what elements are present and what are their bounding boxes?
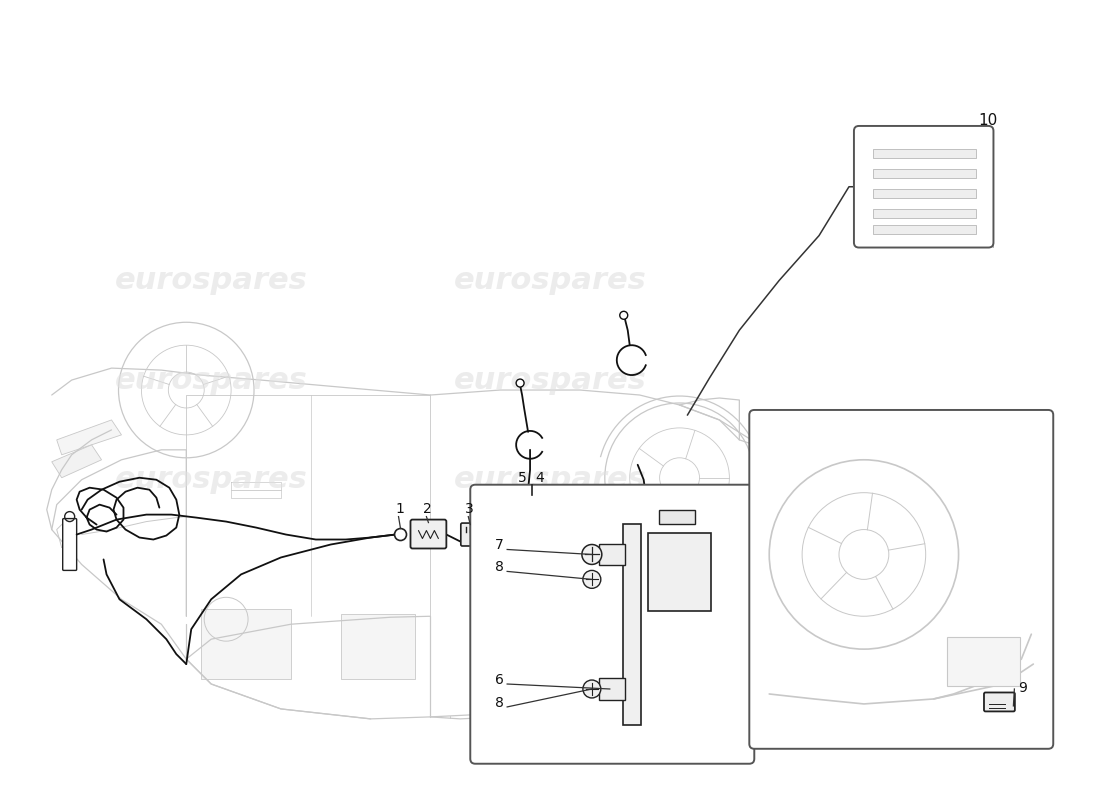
FancyBboxPatch shape	[598, 678, 625, 700]
FancyBboxPatch shape	[749, 410, 1053, 749]
FancyBboxPatch shape	[873, 169, 976, 178]
FancyBboxPatch shape	[461, 523, 480, 546]
FancyBboxPatch shape	[873, 149, 976, 158]
Text: 1: 1	[396, 502, 405, 516]
FancyBboxPatch shape	[623, 523, 640, 725]
Polygon shape	[341, 614, 416, 679]
FancyBboxPatch shape	[873, 209, 976, 218]
FancyBboxPatch shape	[648, 533, 712, 611]
Circle shape	[583, 570, 601, 588]
Polygon shape	[57, 420, 121, 455]
Text: 8: 8	[495, 561, 504, 574]
FancyBboxPatch shape	[63, 518, 77, 570]
Circle shape	[583, 680, 601, 698]
Text: eurospares: eurospares	[453, 366, 647, 394]
FancyBboxPatch shape	[854, 126, 993, 247]
Text: 2: 2	[424, 502, 432, 516]
FancyBboxPatch shape	[984, 693, 1015, 711]
Circle shape	[582, 545, 602, 565]
Text: 10: 10	[979, 113, 998, 128]
Text: 9: 9	[1019, 681, 1027, 695]
FancyBboxPatch shape	[873, 189, 976, 198]
Text: 4: 4	[535, 470, 543, 485]
Text: 7: 7	[495, 538, 504, 553]
Text: 3: 3	[465, 502, 474, 516]
Text: eurospares: eurospares	[114, 266, 308, 295]
FancyBboxPatch shape	[947, 637, 1021, 686]
Polygon shape	[201, 610, 290, 679]
Circle shape	[395, 529, 407, 541]
FancyBboxPatch shape	[598, 543, 625, 566]
FancyBboxPatch shape	[410, 519, 447, 549]
Text: eurospares: eurospares	[453, 266, 647, 295]
FancyBboxPatch shape	[873, 225, 976, 234]
Polygon shape	[52, 445, 101, 478]
Text: 5: 5	[518, 470, 527, 485]
Text: 6: 6	[495, 673, 504, 687]
FancyBboxPatch shape	[659, 510, 695, 523]
Circle shape	[619, 311, 628, 319]
Circle shape	[516, 379, 524, 387]
Text: eurospares: eurospares	[114, 466, 308, 494]
Text: 8: 8	[495, 696, 504, 710]
FancyBboxPatch shape	[471, 485, 755, 764]
Text: eurospares: eurospares	[453, 466, 647, 494]
Text: eurospares: eurospares	[114, 366, 308, 394]
